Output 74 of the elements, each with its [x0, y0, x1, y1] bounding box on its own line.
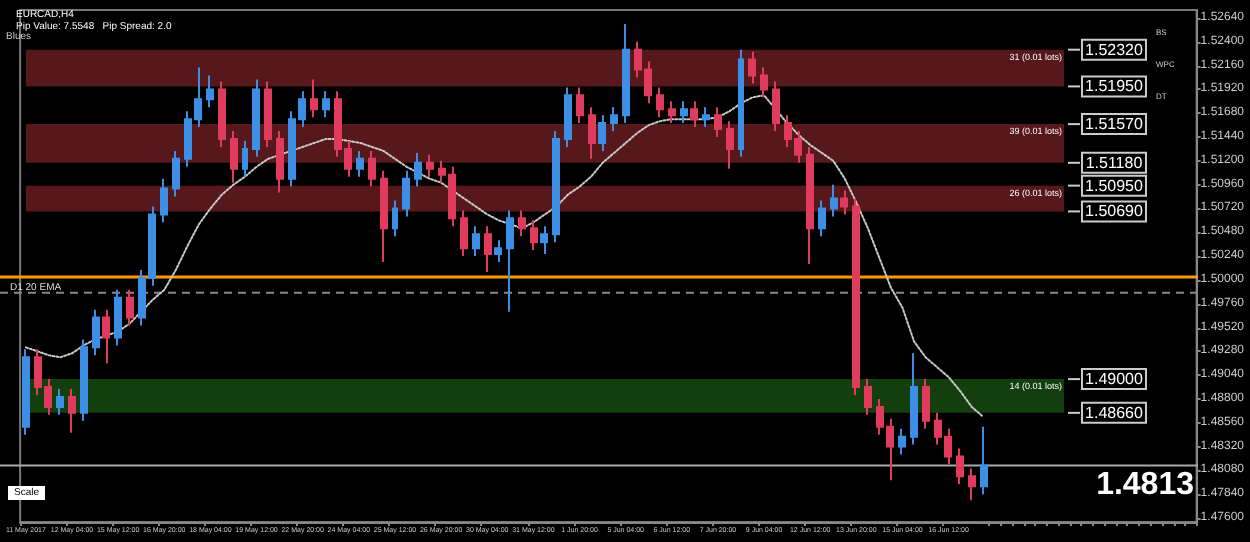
candlestick — [910, 352, 918, 446]
candlestick — [172, 149, 180, 198]
candlestick — [806, 145, 814, 266]
candlestick — [598, 114, 606, 152]
candlestick — [264, 80, 272, 148]
candlestick — [252, 78, 260, 158]
candlestick — [506, 209, 514, 313]
candlestick — [56, 388, 64, 416]
candlestick — [610, 106, 618, 133]
text: 1.51570 — [1085, 115, 1144, 134]
candlestick — [540, 225, 548, 256]
candlestick — [564, 86, 572, 148]
candlestick — [276, 130, 284, 194]
candlestick — [494, 239, 502, 264]
candlestick — [772, 80, 780, 133]
candlestick — [830, 183, 838, 218]
line-series — [24, 94, 985, 418]
candlestick — [310, 78, 318, 119]
candlestick — [738, 48, 744, 158]
candlestick — [622, 22, 630, 125]
candlestick — [206, 74, 214, 109]
candlestick — [818, 199, 826, 238]
candlestick — [92, 308, 100, 357]
candlestick — [864, 378, 872, 416]
candlestick — [588, 106, 596, 160]
candlestick — [748, 50, 756, 85]
candlestick — [518, 209, 526, 238]
candlestick — [980, 425, 988, 496]
ref-line-label: 1.4813 — [1096, 468, 1195, 503]
text: 1.51950 — [1085, 77, 1144, 96]
text: 1.51180 — [1085, 153, 1144, 172]
candlestick — [160, 177, 168, 224]
candlestick — [114, 288, 122, 347]
candlestick — [898, 427, 906, 456]
candlestick — [956, 447, 964, 486]
candlestick — [126, 288, 134, 327]
candlestick — [426, 153, 434, 178]
candlestick — [22, 348, 30, 436]
candlestick — [680, 100, 688, 125]
candlestick — [472, 225, 480, 258]
candlestick — [402, 169, 410, 218]
candlestick — [484, 225, 492, 273]
candlestick — [576, 86, 584, 125]
candlestick — [552, 130, 560, 244]
candlestick — [80, 338, 88, 422]
candlestick — [530, 219, 538, 252]
candlestick — [840, 189, 848, 216]
candlestick — [392, 199, 398, 238]
candlestick — [414, 151, 422, 188]
candlestick — [368, 149, 376, 188]
candlestick — [714, 106, 722, 139]
candlestick — [702, 106, 710, 129]
candlestick — [356, 149, 364, 178]
text: 1.52320 — [1085, 40, 1144, 59]
candlestick — [852, 197, 860, 396]
text: 1.50950 — [1085, 176, 1144, 195]
candlestick — [230, 130, 238, 184]
candlestick — [242, 139, 248, 178]
text: 1.49000 — [1085, 370, 1144, 389]
candlestick — [668, 100, 676, 125]
candlestick — [218, 80, 226, 148]
candlestick — [726, 120, 734, 170]
text: 1.48660 — [1085, 403, 1144, 422]
candlestick — [760, 66, 768, 99]
candlestick — [460, 209, 468, 258]
candlestick — [102, 308, 110, 365]
candlestick — [68, 388, 76, 434]
text: 1.50690 — [1085, 202, 1144, 221]
candlestick — [968, 467, 976, 502]
candlestick — [690, 100, 698, 129]
candlestick — [322, 90, 330, 119]
candlestick — [922, 378, 930, 430]
candlestick — [656, 86, 664, 119]
candlestick — [380, 169, 388, 264]
